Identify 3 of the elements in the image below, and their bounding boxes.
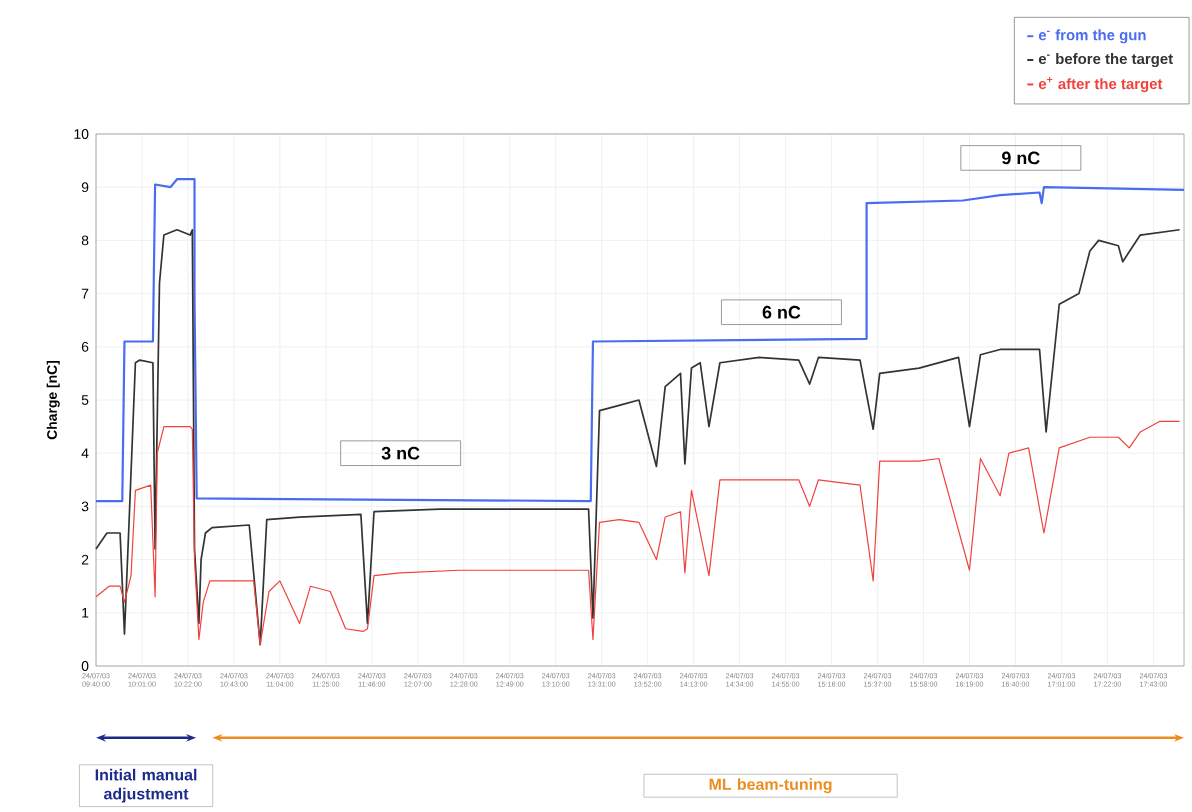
annotation: 3 nC [381,446,420,460]
annotation: 6 nC [762,305,801,319]
annotation: 9 nC [1002,151,1040,165]
